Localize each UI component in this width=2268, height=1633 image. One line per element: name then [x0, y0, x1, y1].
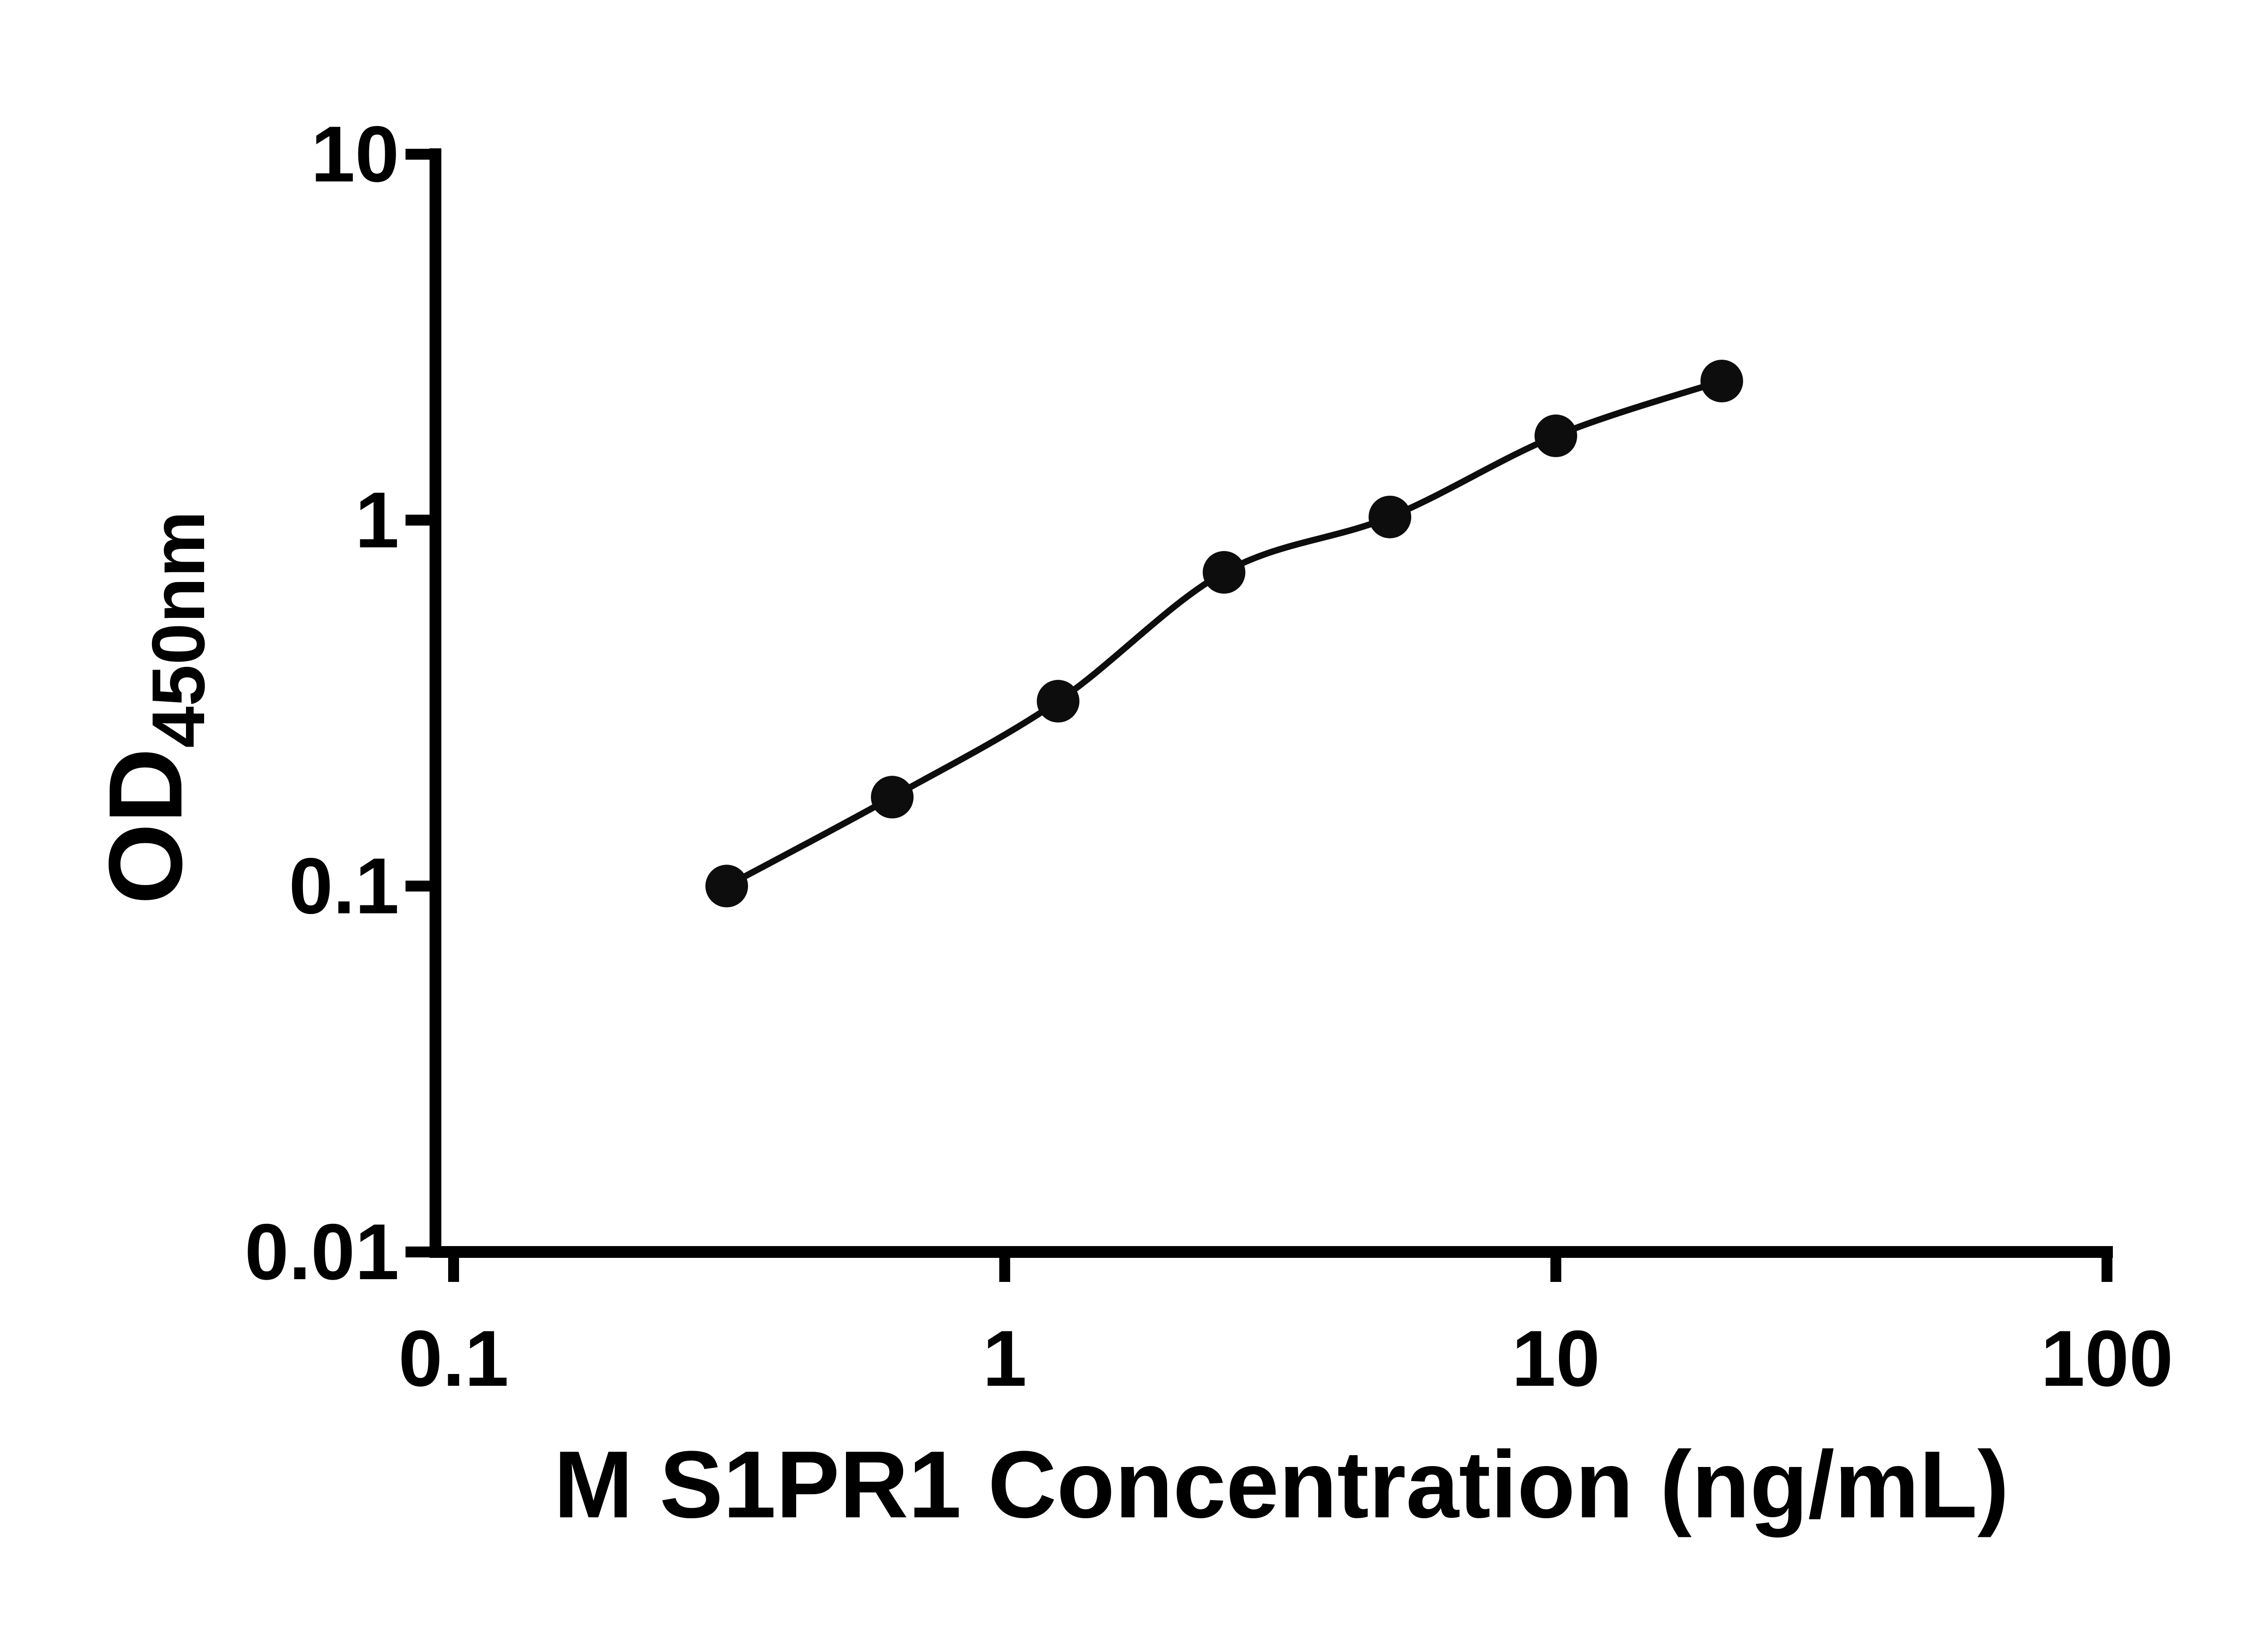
x-axis-title: M S1PR1 Concentration (ng/mL) [554, 1431, 2009, 1538]
data-point [1202, 551, 1246, 594]
y-axis-title: OD450nm [87, 511, 220, 905]
x-tick-label: 100 [2041, 1315, 2173, 1403]
x-tick-label: 10 [1512, 1315, 1600, 1403]
y-axis-title-subscript: 450nm [137, 511, 220, 748]
x-tick-label: 0.1 [398, 1315, 508, 1403]
data-point [1700, 360, 1743, 402]
y-axis-title-main: OD [87, 748, 204, 905]
plot-area: 0.1 1 10 100 0.01 0.1 1 10 [244, 110, 2173, 1403]
y-tick-label: 1 [355, 476, 399, 565]
data-point [1535, 414, 1577, 457]
y-tick-label: 0.1 [289, 842, 399, 930]
y-tick-label: 0.01 [244, 1208, 399, 1296]
data-point [871, 776, 914, 819]
y-tick-label: 10 [311, 110, 399, 199]
x-tick-label: 1 [982, 1315, 1026, 1403]
data-point [705, 865, 748, 908]
data-point [1036, 680, 1080, 723]
data-point [1369, 495, 1412, 538]
axis-spines [430, 148, 2113, 1258]
